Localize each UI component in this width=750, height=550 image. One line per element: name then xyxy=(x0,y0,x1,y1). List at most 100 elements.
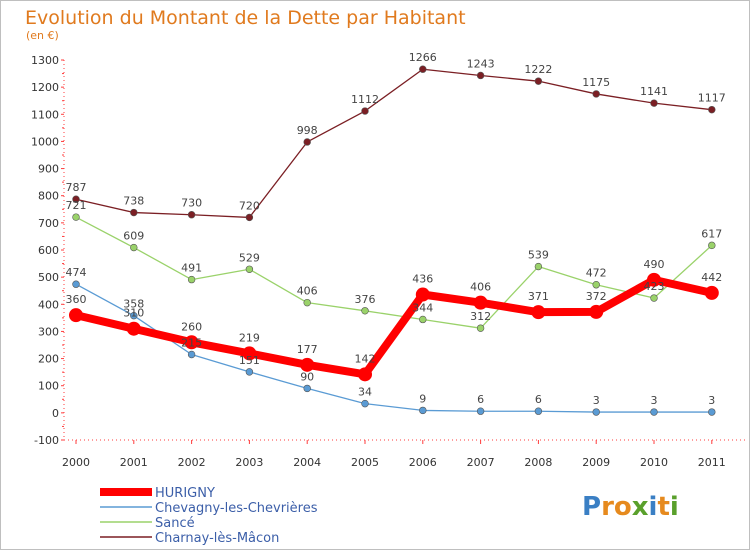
legend-label: HURIGNY xyxy=(155,486,215,501)
x-tick-label: 2005 xyxy=(351,456,379,469)
data-label-sanc-: 539 xyxy=(528,249,549,262)
data-point-chevagny-les-chevri-res xyxy=(534,407,543,415)
data-point-hurigny xyxy=(242,346,257,361)
data-label-sanc-: 312 xyxy=(470,310,491,323)
data-label-hurigny: 490 xyxy=(644,258,665,271)
data-label-charnay-l-s-m-con: 1222 xyxy=(524,63,552,76)
data-label-charnay-l-s-m-con: 1117 xyxy=(698,92,726,105)
y-tick-label: 400 xyxy=(38,298,59,311)
data-point-hurigny xyxy=(531,305,546,320)
data-label-hurigny: 442 xyxy=(701,271,722,284)
data-label-sanc-: 609 xyxy=(123,230,144,243)
x-tick-label: 2006 xyxy=(409,456,437,469)
data-label-chevagny-les-chevri-res: 3 xyxy=(593,394,600,407)
data-point-charnay-l-s-m-con xyxy=(592,90,600,98)
data-label-sanc-: 376 xyxy=(355,293,376,306)
y-tick-label: 1000 xyxy=(31,135,59,148)
chart-title: Evolution du Montant de la Dette par Hab… xyxy=(25,7,466,29)
y-tick-label: 500 xyxy=(38,271,59,284)
x-tick-label: 2004 xyxy=(293,456,321,469)
y-tick-label: 700 xyxy=(38,217,59,230)
y-tick-label: 600 xyxy=(38,244,59,257)
data-point-hurigny xyxy=(647,272,661,287)
data-label-hurigny: 177 xyxy=(297,343,318,356)
axes: 1300120011001000900800700600500400300200… xyxy=(31,54,748,469)
data-label-hurigny: 372 xyxy=(586,290,607,303)
x-tick-label: 2002 xyxy=(178,456,206,469)
data-point-sanc- xyxy=(592,281,600,289)
data-point-hurigny xyxy=(473,295,488,310)
data-label-hurigny: 219 xyxy=(239,331,260,344)
data-point-hurigny xyxy=(415,287,430,302)
data-point-chevagny-les-chevri-res xyxy=(187,350,196,359)
legend-label: Charnay-lès-Mâcon xyxy=(155,531,279,546)
y-tick-label: 1200 xyxy=(31,81,59,94)
data-point-hurigny xyxy=(184,335,199,350)
proxiti-logo-letter: r xyxy=(601,492,614,522)
data-label-chevagny-les-chevri-res: 3 xyxy=(651,394,658,407)
data-label-chevagny-les-chevri-res: 215 xyxy=(181,337,202,350)
y-tick-label: 0 xyxy=(52,407,59,420)
y-tick-label: 200 xyxy=(38,353,59,366)
data-point-chevagny-les-chevri-res xyxy=(708,408,716,416)
x-tick-label: 2008 xyxy=(524,456,552,469)
series-line-sanc- xyxy=(75,216,713,329)
data-point-chevagny-les-chevri-res xyxy=(130,311,138,320)
y-tick-label: 1100 xyxy=(31,108,59,121)
data-point-chevagny-les-chevri-res xyxy=(245,368,254,376)
data-label-sanc-: 721 xyxy=(66,199,87,212)
data-point-chevagny-les-chevri-res xyxy=(419,406,427,415)
x-tick-label: 2009 xyxy=(582,456,610,469)
chart-subtitle: (en €) xyxy=(26,29,59,42)
x-tick-label: 2010 xyxy=(640,456,668,469)
y-tick-label: 300 xyxy=(38,325,59,338)
proxiti-logo-letter: i xyxy=(670,492,679,522)
series-layer xyxy=(69,65,719,416)
data-point-sanc- xyxy=(708,241,716,250)
data-point-charnay-l-s-m-con xyxy=(534,77,543,85)
data-point-sanc- xyxy=(419,315,427,324)
data-point-chevagny-les-chevri-res xyxy=(303,384,311,393)
data-point-sanc- xyxy=(534,262,543,271)
data-point-sanc- xyxy=(245,265,254,273)
proxiti-logo-letter: o xyxy=(614,492,632,522)
data-point-charnay-l-s-m-con xyxy=(361,107,369,115)
data-label-charnay-l-s-m-con: 1141 xyxy=(640,85,668,98)
x-tick-label: 2001 xyxy=(120,456,148,469)
data-label-sanc-: 406 xyxy=(297,285,318,298)
proxiti-logo-letter: i xyxy=(649,492,658,522)
data-label-chevagny-les-chevri-res: 6 xyxy=(477,393,484,406)
x-tick-label: 2007 xyxy=(467,456,495,469)
data-point-sanc- xyxy=(361,307,369,315)
data-label-hurigny: 142 xyxy=(355,352,376,365)
legend-label: Chevagny-les-Chevrières xyxy=(155,501,318,516)
y-tick-label: 100 xyxy=(38,380,59,393)
data-point-charnay-l-s-m-con xyxy=(419,65,427,73)
data-point-charnay-l-s-m-con xyxy=(476,71,485,80)
x-tick-label: 2011 xyxy=(698,456,726,469)
data-point-charnay-l-s-m-con xyxy=(187,211,196,219)
data-label-charnay-l-s-m-con: 738 xyxy=(123,195,144,208)
data-label-charnay-l-s-m-con: 730 xyxy=(181,197,202,210)
data-label-chevagny-les-chevri-res: 34 xyxy=(358,386,372,399)
data-label-sanc-: 344 xyxy=(412,301,433,314)
data-label-charnay-l-s-m-con: 720 xyxy=(239,199,260,212)
data-point-hurigny xyxy=(704,285,719,300)
data-point-chevagny-les-chevri-res xyxy=(476,407,485,415)
data-label-hurigny: 360 xyxy=(66,293,87,306)
legend-label: Sancé xyxy=(155,516,195,531)
proxiti-logo-letter: P xyxy=(582,492,601,522)
data-label-hurigny: 260 xyxy=(181,320,202,333)
y-tick-label: 800 xyxy=(38,190,59,203)
y-tick-label: -100 xyxy=(34,434,59,447)
data-label-charnay-l-s-m-con: 1112 xyxy=(351,93,379,106)
data-point-charnay-l-s-m-con xyxy=(245,213,254,222)
data-label-charnay-l-s-m-con: 998 xyxy=(297,124,318,137)
data-point-hurigny xyxy=(126,321,141,336)
data-point-chevagny-les-chevri-res xyxy=(361,399,369,408)
data-point-sanc- xyxy=(476,324,485,332)
proxiti-logo-letter: t xyxy=(657,492,669,522)
data-point-hurigny xyxy=(300,357,315,372)
